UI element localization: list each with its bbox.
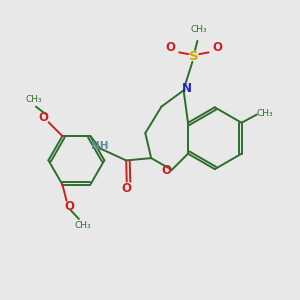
Text: O: O	[161, 164, 172, 177]
Text: N: N	[182, 82, 191, 95]
Text: CH₃: CH₃	[256, 109, 273, 118]
Text: CH₃: CH₃	[74, 221, 91, 230]
Text: S: S	[189, 50, 199, 63]
Text: O: O	[165, 41, 175, 54]
Text: O: O	[212, 41, 222, 54]
Text: NH: NH	[91, 141, 109, 151]
Text: CH₃: CH₃	[190, 25, 207, 34]
Text: CH₃: CH₃	[25, 95, 42, 104]
Text: O: O	[64, 200, 74, 212]
Text: O: O	[122, 182, 132, 195]
Text: O: O	[38, 111, 48, 124]
